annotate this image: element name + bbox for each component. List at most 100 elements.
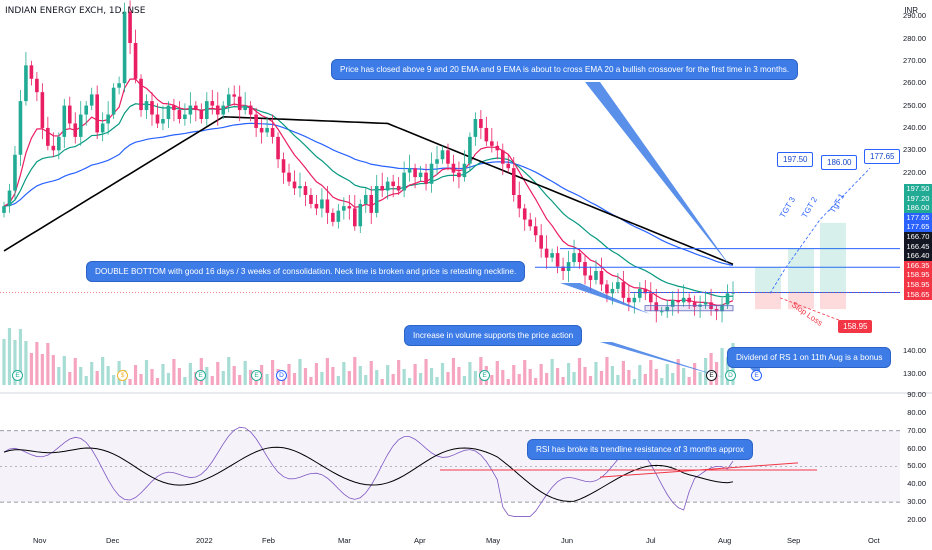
candle-body	[517, 195, 522, 209]
double-bottom-pointer	[560, 283, 650, 314]
candle-body	[429, 163, 434, 184]
volume-bar	[29, 353, 34, 385]
candle-body	[117, 83, 121, 88]
volume-bar	[243, 361, 247, 385]
candle-body	[325, 199, 330, 213]
rsi-axis-label: 80.00	[907, 407, 926, 417]
candle-body	[106, 114, 110, 124]
candle-body	[232, 94, 237, 97]
volume-bar	[605, 357, 609, 385]
candle-body	[451, 163, 456, 173]
event-marker[interactable]: $	[117, 370, 128, 381]
candle-body	[155, 114, 160, 124]
volume-bar	[517, 374, 521, 385]
volume-bar	[682, 368, 686, 385]
event-marker[interactable]: E	[195, 370, 206, 381]
candle-body	[183, 114, 187, 119]
volume-bar	[106, 366, 110, 385]
volume-bar	[369, 361, 373, 385]
volume-bar	[501, 370, 505, 385]
volume-bar	[616, 375, 620, 385]
volume-callout[interactable]: Increase in volume supports the price ac…	[405, 326, 582, 345]
candle-body	[468, 136, 472, 164]
volume-bar	[221, 371, 225, 385]
volume-bar	[566, 363, 571, 385]
price-axis-label: 260.00	[903, 78, 926, 88]
rsi-ma-line	[3, 446, 734, 502]
stop-loss-box[interactable]: 158.95	[838, 320, 873, 333]
price-axis-label: 220.00	[903, 167, 926, 177]
candle-body	[588, 275, 593, 280]
dividend-callout[interactable]: Dividend of RS 1 on 11th Aug is a bonus	[728, 348, 891, 367]
event-marker[interactable]: E	[706, 370, 717, 381]
candle-body	[24, 65, 28, 102]
volume-bar	[703, 358, 708, 385]
volume-bar	[539, 364, 543, 385]
event-marker[interactable]: D	[725, 370, 736, 381]
volume-bar	[621, 361, 625, 385]
candle-body	[35, 78, 39, 93]
candle-body	[336, 210, 341, 222]
price-axis-label: 240.00	[903, 122, 926, 132]
candle-body	[84, 105, 89, 115]
target-1-box[interactable]: 177.65	[864, 149, 901, 164]
candle-body	[276, 136, 280, 160]
volume-bar	[40, 354, 44, 385]
price-tag: 158.95	[904, 270, 932, 281]
candle-body	[237, 96, 242, 111]
candle-body	[643, 288, 648, 294]
volume-bar	[528, 369, 532, 385]
candle-body	[100, 123, 105, 133]
volume-bar	[166, 373, 171, 385]
volume-bar	[161, 364, 165, 385]
ema-crossover-callout[interactable]: Price has closed above 9 and 20 EMA and …	[332, 60, 798, 79]
candle-body	[57, 136, 61, 151]
candle-body	[638, 288, 642, 298]
candle-body	[29, 65, 34, 79]
target-zone-1	[755, 267, 781, 293]
event-marker[interactable]: E	[251, 370, 262, 381]
volume-bar	[572, 372, 576, 385]
price-tag: 158.95	[904, 280, 932, 290]
ema-callout-pointer	[585, 82, 733, 270]
target-2-box[interactable]: 186.00	[821, 155, 858, 170]
volume-bar	[391, 374, 395, 385]
candle-body	[566, 262, 571, 271]
rsi-callout[interactable]: RSI has broke its trendline resistance o…	[528, 440, 752, 459]
volume-bar	[643, 374, 647, 385]
volume-bar	[556, 368, 560, 385]
event-marker[interactable]: E	[479, 370, 490, 381]
price-tag: 177.65	[904, 212, 932, 223]
price-axis-label: 290.00	[903, 11, 926, 21]
candle-body	[369, 195, 374, 213]
candle-body	[391, 181, 395, 187]
event-marker[interactable]: E	[751, 370, 762, 381]
candle-body	[259, 127, 264, 133]
candle-body	[539, 235, 543, 249]
candle-body	[177, 110, 182, 119]
double-bottom-callout[interactable]: DOUBLE BOTTOM with good 16 days / 3 week…	[87, 262, 525, 281]
volume-bar	[435, 377, 439, 385]
event-marker[interactable]: E	[12, 370, 23, 381]
volume-bar	[24, 341, 28, 385]
candle-body	[418, 172, 423, 178]
candle-body	[396, 186, 401, 191]
volume-bar	[336, 376, 340, 385]
volume-bar	[177, 368, 181, 385]
candle-body	[358, 203, 363, 227]
volume-bar	[133, 365, 138, 385]
price-axis-label: 140.00	[903, 346, 926, 356]
volume-bar	[95, 371, 99, 385]
volume-bar	[583, 367, 587, 385]
candle-body	[215, 105, 220, 115]
volume-bar	[325, 358, 329, 385]
event-marker[interactable]: D	[276, 370, 287, 381]
candle-body	[687, 297, 691, 303]
volume-bar	[413, 364, 417, 385]
volume-bar	[429, 368, 434, 385]
candle-body	[303, 186, 308, 195]
target-3-box[interactable]: 197.50	[777, 152, 814, 167]
volume-bar	[139, 374, 143, 385]
candle-body	[139, 78, 143, 111]
stop-connector	[779, 297, 846, 323]
